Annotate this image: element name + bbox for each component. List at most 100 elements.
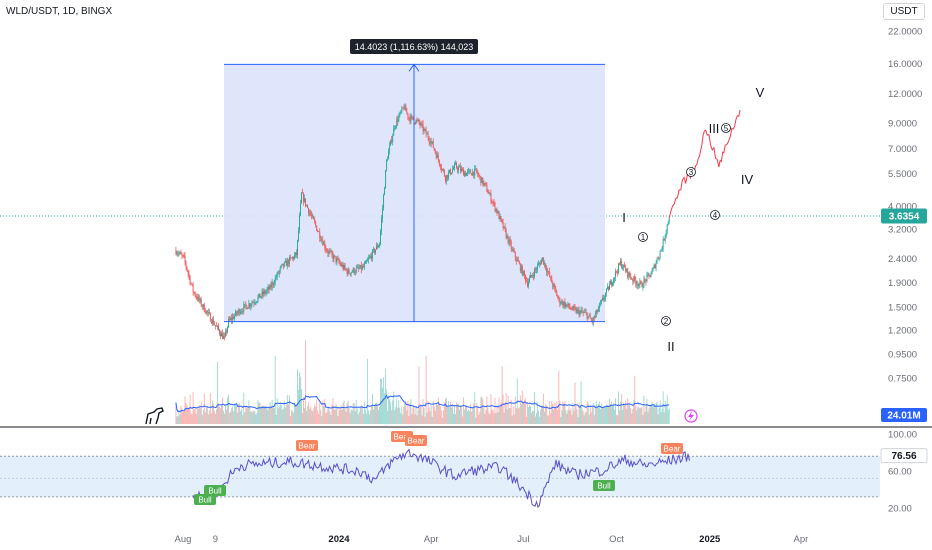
volume-bar xyxy=(298,389,299,424)
volume-bar xyxy=(206,406,208,424)
candle-body xyxy=(327,251,329,254)
volume-bar xyxy=(547,415,549,424)
volume-bar xyxy=(473,403,475,424)
candle-body xyxy=(503,226,505,229)
volume-bar xyxy=(250,411,252,424)
currency-button[interactable]: USDT xyxy=(883,3,925,20)
candle-body xyxy=(588,315,590,317)
volume-bar xyxy=(357,414,359,424)
candle-body xyxy=(501,219,503,222)
volume-bar xyxy=(624,404,626,424)
sub-wave-label: 2 xyxy=(664,317,669,326)
sub-wave-circle xyxy=(686,167,696,177)
volume-bar xyxy=(558,370,560,424)
volume-bar xyxy=(476,402,478,424)
candle-body xyxy=(214,325,216,326)
volume-bar xyxy=(569,410,571,424)
price-tick-label: 1.2000 xyxy=(888,325,917,336)
candle-body xyxy=(294,252,296,256)
candle-body xyxy=(548,271,550,273)
volume-bar xyxy=(360,405,362,424)
candle-body xyxy=(388,151,390,160)
rsi-tag-bg xyxy=(194,494,216,505)
candle-body xyxy=(310,212,312,215)
volume-bar xyxy=(555,406,557,424)
volume-bar xyxy=(337,416,339,424)
candle-body xyxy=(654,264,656,269)
volume-bar xyxy=(405,401,407,424)
volume-bar xyxy=(505,393,507,424)
candle-body xyxy=(464,172,466,176)
candle-body xyxy=(471,173,473,176)
candle-body xyxy=(424,129,426,130)
candle-body xyxy=(315,222,317,226)
candle-body xyxy=(323,242,325,246)
volume-bar xyxy=(376,402,377,424)
volume-bar xyxy=(302,413,303,424)
time-tick-label: Jul xyxy=(517,534,529,545)
price-tick-label: 16.0000 xyxy=(888,59,922,70)
candle-body xyxy=(555,287,557,292)
candle-body xyxy=(382,208,384,219)
candle-body xyxy=(203,304,205,312)
volume-bar xyxy=(665,404,667,424)
volume-bar xyxy=(223,410,224,424)
volume-bar xyxy=(228,394,230,424)
candle-body xyxy=(179,252,181,254)
volume-bar xyxy=(650,405,652,424)
candle-body xyxy=(272,282,274,285)
candle-body xyxy=(590,318,592,320)
candle-body xyxy=(651,270,653,275)
candle-body xyxy=(521,266,523,276)
candle-body xyxy=(390,139,392,146)
volume-ma-line xyxy=(175,394,670,413)
volume-bar xyxy=(353,403,355,424)
volume-bar xyxy=(521,390,523,424)
volume-bar xyxy=(490,394,492,424)
rsi-tag-label: Bear xyxy=(394,433,411,442)
measure-label: 14.4023 (1,116.63%) 144,023 xyxy=(355,42,473,52)
candle-body xyxy=(628,272,630,277)
volume-bar xyxy=(614,409,615,424)
volume-bar xyxy=(655,403,657,424)
candle-body xyxy=(516,259,518,262)
volume-bar xyxy=(219,406,220,424)
candle-body xyxy=(613,278,614,284)
volume-bar xyxy=(284,407,286,424)
candle-body xyxy=(318,231,320,233)
volume-tag: 24.01M xyxy=(887,411,920,422)
volume-bar xyxy=(582,411,584,424)
candle-body xyxy=(609,284,610,290)
candle-body xyxy=(412,116,414,120)
candle-body xyxy=(341,264,343,266)
candle-body xyxy=(540,263,542,265)
volume-bar xyxy=(320,410,322,424)
volume-bar xyxy=(188,408,190,424)
volume-bar xyxy=(388,395,390,424)
candle-body xyxy=(291,257,293,259)
candle-body xyxy=(392,135,394,143)
volume-bar xyxy=(509,407,511,424)
volume-bar xyxy=(184,396,186,424)
volume-bar xyxy=(254,411,256,424)
candle-body xyxy=(517,259,519,263)
candle-body xyxy=(662,239,664,250)
candle-body xyxy=(646,274,648,282)
volume-bar xyxy=(475,417,477,424)
volume-bar xyxy=(513,414,515,424)
candle-body xyxy=(229,318,231,320)
volume-bar xyxy=(439,406,441,424)
candle-body xyxy=(305,198,307,206)
candle-body xyxy=(273,283,275,285)
volume-bar xyxy=(346,403,348,424)
candle-body xyxy=(355,268,357,273)
volume-bar xyxy=(324,399,326,424)
candle-body xyxy=(567,303,569,306)
candle-body xyxy=(611,281,612,286)
candle-body xyxy=(626,268,628,272)
volume-bar xyxy=(530,406,531,424)
volume-bar xyxy=(432,400,434,424)
rsi-tick-label: 100.00 xyxy=(888,430,917,441)
candle-body xyxy=(200,299,202,306)
